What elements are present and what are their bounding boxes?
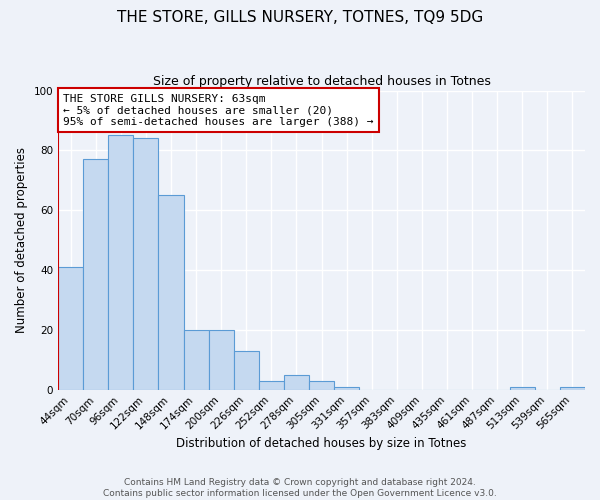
Bar — [133, 138, 158, 390]
Bar — [560, 386, 585, 390]
Title: Size of property relative to detached houses in Totnes: Size of property relative to detached ho… — [152, 75, 490, 88]
Bar — [284, 375, 309, 390]
Bar — [233, 351, 259, 390]
Bar — [158, 196, 184, 390]
Text: THE STORE, GILLS NURSERY, TOTNES, TQ9 5DG: THE STORE, GILLS NURSERY, TOTNES, TQ9 5D… — [117, 10, 483, 25]
Bar — [108, 136, 133, 390]
Bar — [309, 381, 334, 390]
Bar — [334, 386, 359, 390]
X-axis label: Distribution of detached houses by size in Totnes: Distribution of detached houses by size … — [176, 437, 467, 450]
Bar — [510, 386, 535, 390]
Bar — [83, 160, 108, 390]
Bar — [184, 330, 209, 390]
Bar — [209, 330, 233, 390]
Bar — [58, 267, 83, 390]
Bar — [259, 381, 284, 390]
Text: Contains HM Land Registry data © Crown copyright and database right 2024.
Contai: Contains HM Land Registry data © Crown c… — [103, 478, 497, 498]
Y-axis label: Number of detached properties: Number of detached properties — [15, 147, 28, 333]
Text: THE STORE GILLS NURSERY: 63sqm
← 5% of detached houses are smaller (20)
95% of s: THE STORE GILLS NURSERY: 63sqm ← 5% of d… — [64, 94, 374, 126]
